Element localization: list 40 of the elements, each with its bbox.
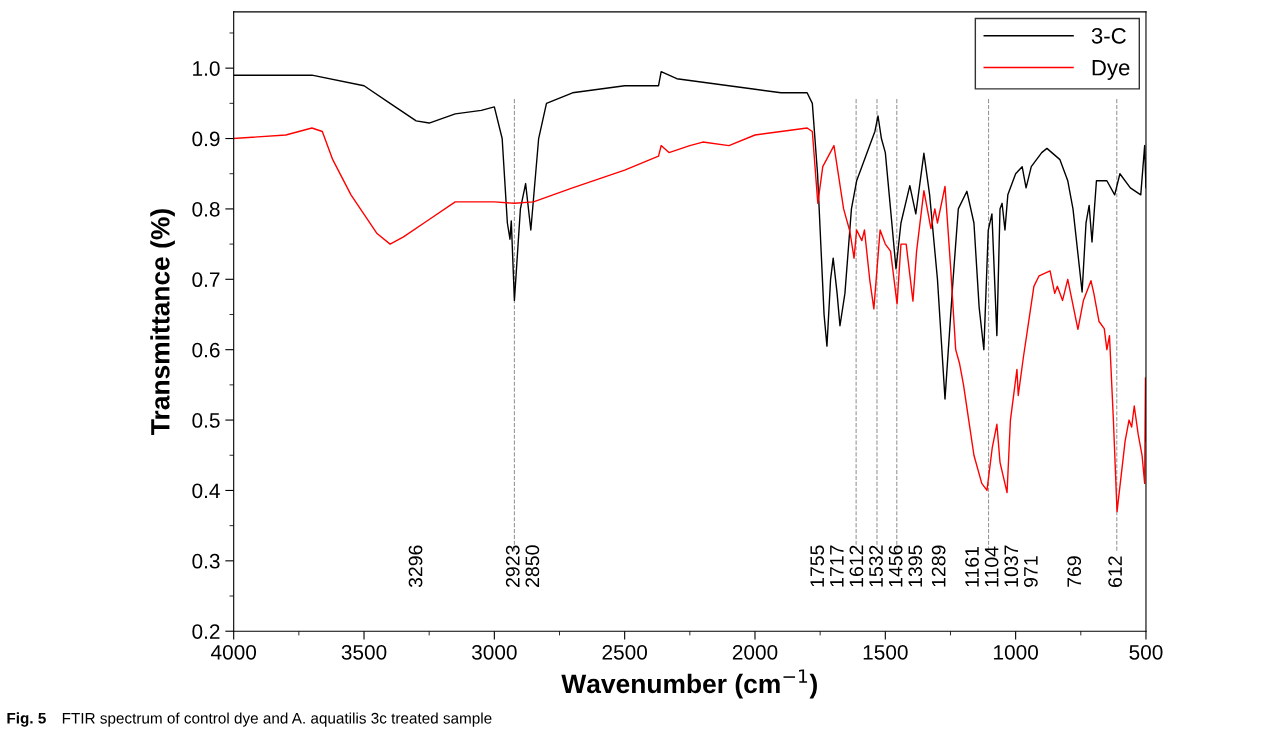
annotation: 2850 — [525, 545, 540, 587]
y-tick-label: 0.7 — [192, 272, 220, 288]
annotation: 1612 — [849, 545, 864, 587]
annotation: 1161 — [965, 546, 979, 587]
annotation: 1532 — [869, 545, 883, 587]
annotation: 3296 — [408, 545, 423, 588]
x-tick-label: 1000 — [994, 644, 1038, 660]
line-series — [233, 127, 1146, 513]
y-tick-label: 0.2 — [192, 624, 220, 639]
y-tick-label: 0.8 — [192, 201, 220, 217]
annotation: 1037 — [1004, 545, 1019, 587]
y-tick-label: 1.0 — [193, 61, 220, 76]
y-tick-label: 0.6 — [192, 342, 220, 358]
x-tick-label: 500 — [1129, 644, 1163, 660]
x-axis-title: Wavenumber (cm$^{−1}$) — [561, 669, 817, 699]
x-tick-label: 2000 — [732, 644, 778, 660]
legend-label: Dye — [1092, 60, 1130, 80]
annotation: 2923 — [505, 545, 520, 587]
annotation: 1104 — [984, 546, 999, 587]
y-tick-label: 0.3 — [192, 553, 220, 569]
annotation: 1395 — [908, 545, 923, 587]
annotation: 1755 — [810, 545, 825, 587]
annotation: 1717 — [830, 545, 844, 587]
caption: Fig. 5 — [7, 712, 46, 727]
x-tick-label: 4000 — [211, 644, 257, 660]
annotation: 1456 — [888, 545, 903, 587]
y-tick-label: 0.5 — [192, 413, 220, 428]
x-tick-label: 3500 — [341, 644, 387, 660]
y-axis-title: Transmittance (%) — [150, 209, 175, 435]
x-tick-label: 2500 — [602, 644, 648, 660]
legend-label: 3-C — [1091, 27, 1126, 44]
x-tick-label: 3000 — [471, 644, 517, 660]
annotation: 971 — [1023, 556, 1038, 587]
x-tick-label: 1500 — [863, 644, 908, 660]
y-tick-label: 0.9 — [192, 131, 220, 147]
annotation: 1289 — [931, 545, 946, 587]
text: FTIR spectrum of control dye and A. aquatilis 3c treated sample — [62, 712, 492, 727]
annotation: 612 — [1108, 556, 1122, 587]
y-tick-label: 0.4 — [192, 483, 220, 499]
annotation: 769 — [1067, 556, 1082, 587]
